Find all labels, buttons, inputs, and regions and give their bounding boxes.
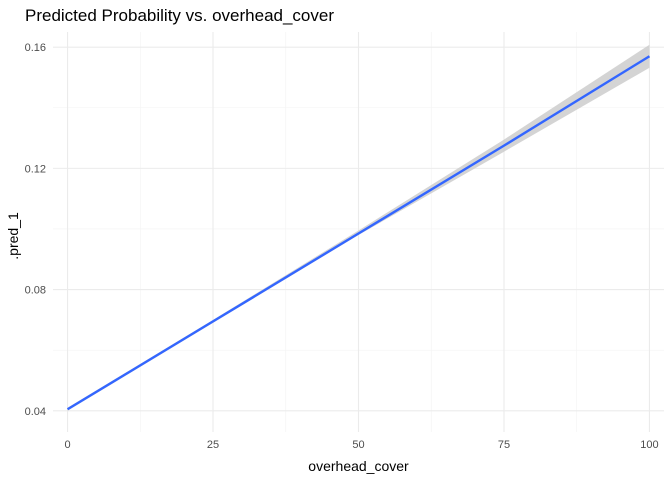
y-tick-label: 0.12	[25, 163, 46, 175]
x-axis-title: overhead_cover	[308, 458, 409, 474]
x-tick-label: 100	[640, 439, 658, 451]
y-tick-label: 0.16	[25, 42, 46, 54]
y-tick-label: 0.08	[25, 285, 46, 297]
y-axis-ticks: 0.04 0.08 0.12 0.16	[25, 42, 46, 418]
line-layer	[66, 55, 651, 411]
grid	[53, 32, 664, 432]
x-tick-label: 25	[207, 439, 219, 451]
x-tick-label: 50	[352, 439, 364, 451]
x-axis-ticks: 0 25 50 75 100	[64, 439, 658, 451]
x-tick-label: 0	[64, 439, 70, 451]
x-tick-label: 75	[498, 439, 510, 451]
chart-title: Predicted Probability vs. overhead_cover	[25, 6, 334, 25]
y-axis-title: .pred_1	[5, 212, 21, 260]
prediction-line	[66, 55, 651, 411]
y-tick-label: 0.04	[25, 406, 46, 418]
